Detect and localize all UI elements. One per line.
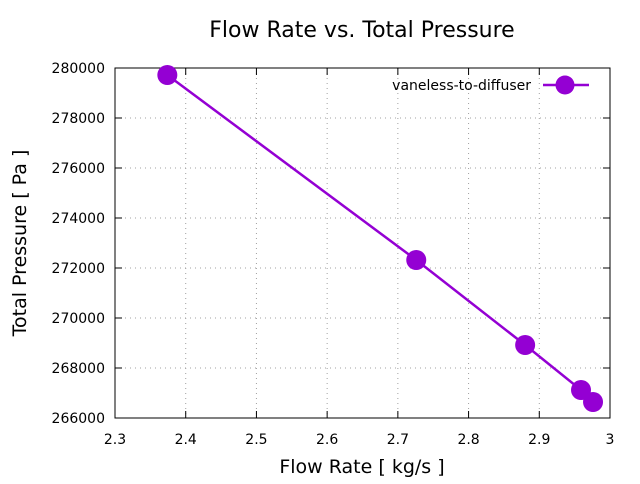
data-point: [583, 392, 604, 412]
grid: [115, 68, 610, 418]
y-axis-label: Total Pressure [ Pa ]: [9, 150, 31, 338]
x-axis-label: Flow Rate [ kg/s ]: [279, 456, 444, 478]
plot-frame: [114, 67, 611, 419]
y-tick-label: 266000: [52, 411, 105, 427]
x-tick-label: 2.8: [457, 432, 479, 448]
x-tick-label: 2.7: [387, 432, 409, 448]
ticks: [114, 67, 611, 419]
x-tick-label: 2.6: [316, 432, 338, 448]
y-tick-labels: 266000 268000 270000 272000 274000 276000 2780…: [52, 61, 105, 427]
legend-marker-sample: [555, 75, 575, 95]
y-tick-label: 280000: [52, 61, 105, 77]
x-tick-label: 2.3: [104, 432, 126, 448]
chart-title: Flow Rate vs. Total Pressure: [209, 18, 514, 43]
x-tick-label: 2.4: [175, 432, 197, 448]
y-tick-label: 276000: [52, 161, 105, 177]
legend: vaneless-to-diffuser: [392, 75, 589, 95]
series-group: [157, 65, 604, 412]
x-tick-label: 2.9: [528, 432, 550, 448]
y-tick-label: 278000: [52, 111, 105, 127]
legend-label: vaneless-to-diffuser: [392, 78, 531, 94]
x-tick-label: 2.5: [245, 432, 267, 448]
x-tick-labels: 2.3 2.4 2.5 2.6 2.7 2.8 2.9 3: [104, 432, 615, 448]
data-point: [157, 65, 178, 85]
y-tick-label: 270000: [52, 311, 105, 327]
y-tick-label: 272000: [52, 261, 105, 277]
x-tick-label: 3: [606, 432, 615, 448]
data-point: [515, 335, 536, 355]
y-tick-label: 268000: [52, 361, 105, 377]
y-tick-label: 274000: [52, 211, 105, 227]
data-point: [406, 250, 427, 270]
